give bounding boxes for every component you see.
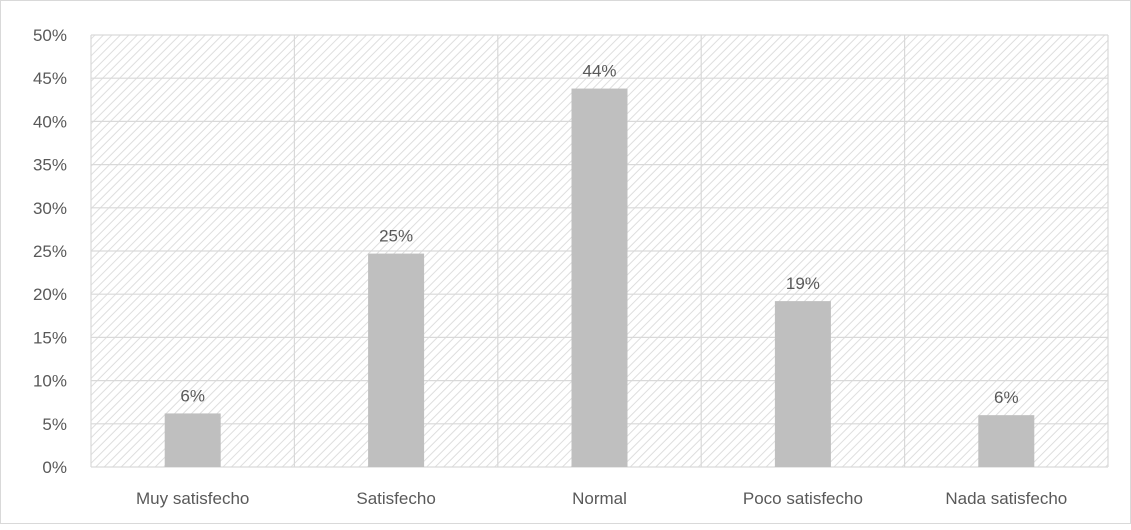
labels-layer: 6% 25% 44% 19% 6% — [180, 62, 1018, 408]
bar — [571, 88, 628, 468]
x-tick-label: Satisfecho — [356, 489, 435, 508]
bar — [368, 253, 425, 467]
bar — [774, 301, 831, 467]
y-tick-label: 35% — [33, 156, 67, 175]
x-tick-label: Nada satisfecho — [945, 489, 1067, 508]
y-axis: 0% 5% 10% 15% 20% 25% 30% 35% 40% 45% 50% — [33, 26, 67, 477]
y-tick-label: 30% — [33, 199, 67, 218]
y-tick-label: 15% — [33, 328, 67, 347]
y-tick-label: 25% — [33, 242, 67, 261]
bar — [164, 413, 221, 467]
y-tick-label: 50% — [33, 26, 67, 45]
data-label: 25% — [379, 227, 413, 246]
bar — [978, 415, 1035, 467]
x-tick-label: Muy satisfecho — [136, 489, 249, 508]
y-tick-label: 40% — [33, 112, 67, 131]
x-tick-label: Poco satisfecho — [743, 489, 863, 508]
y-tick-label: 45% — [33, 69, 67, 88]
y-tick-label: 20% — [33, 285, 67, 304]
y-tick-label: 0% — [42, 458, 67, 477]
x-axis: Muy satisfecho Satisfecho Normal Poco satis… — [136, 489, 1067, 508]
data-label: 6% — [994, 388, 1019, 407]
data-label: 6% — [180, 386, 205, 405]
x-tick-label: Normal — [572, 489, 627, 508]
data-label: 19% — [786, 274, 820, 293]
data-label: 44% — [582, 62, 616, 81]
bars-layer — [164, 88, 1035, 468]
y-tick-label: 10% — [33, 372, 67, 391]
y-tick-label: 5% — [42, 415, 67, 434]
